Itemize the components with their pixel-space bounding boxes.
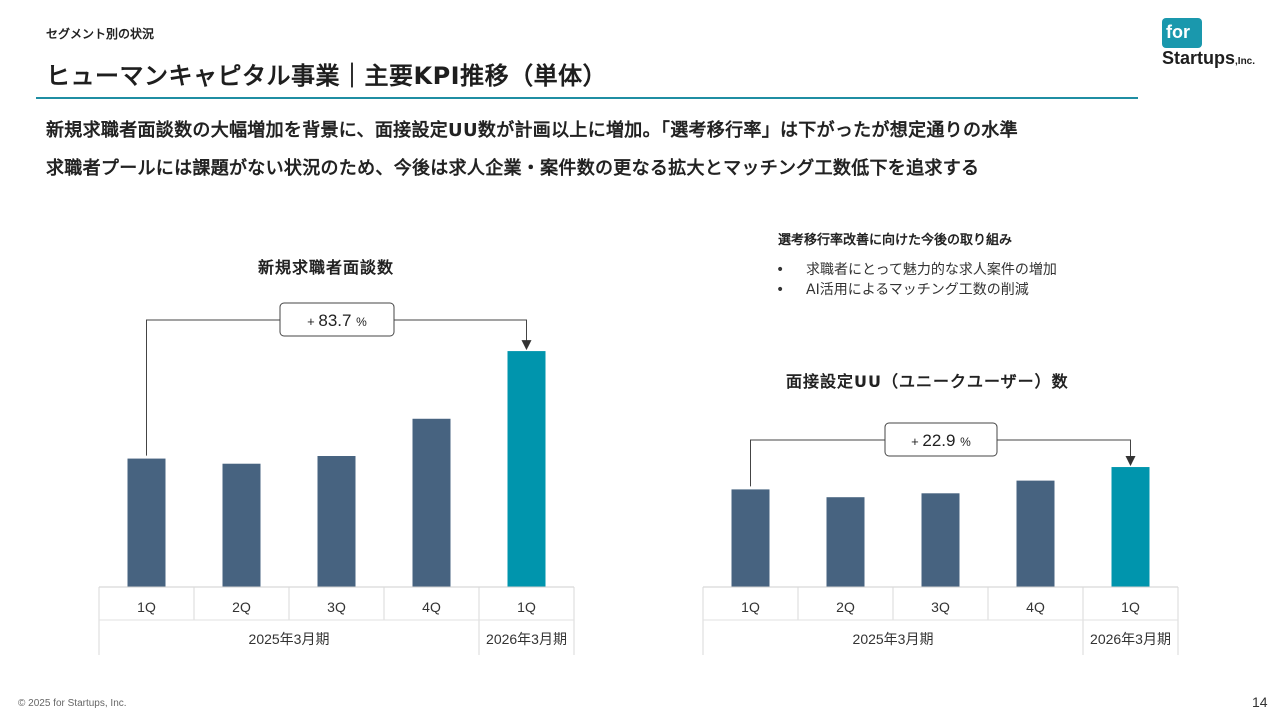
initiative-item: • 求職者にとって魅力的な求人案件の増加 bbox=[776, 260, 1057, 280]
bar bbox=[412, 418, 451, 587]
logo-inc-text: ,Inc. bbox=[1235, 56, 1256, 67]
initiative-text: 求職者にとって魅力的な求人案件の増加 bbox=[806, 262, 1057, 278]
initiative-text: AI活用によるマッチング工数の削減 bbox=[806, 282, 1029, 298]
company-logo: for Startups,Inc. bbox=[1162, 18, 1272, 76]
bar bbox=[507, 351, 546, 587]
bullet-icon: • bbox=[776, 282, 785, 298]
headline-line-2: 求職者プールには課題がない状況のため、今後は求人企業・案件数の更なる拡大とマッチ… bbox=[46, 158, 980, 179]
chart-interview-setup-uu: 1Q 2Q 3Q 4Q 1Q 2025年3月期 2026年3月期 + 22.9 % bbox=[702, 422, 1179, 655]
bar bbox=[731, 489, 770, 587]
bullet-icon: • bbox=[776, 262, 785, 278]
bar bbox=[826, 497, 865, 587]
bar bbox=[127, 458, 166, 587]
period-group-label: 2026年3月期 bbox=[1090, 631, 1171, 647]
growth-badge bbox=[279, 302, 395, 337]
growth-bracket-left bbox=[750, 439, 885, 487]
chart-2-title: 面接設定UU（ユニークユーザー）数 bbox=[786, 372, 1069, 391]
growth-badge bbox=[884, 422, 998, 457]
growth-bracket-arrow bbox=[997, 439, 1136, 467]
headline-line-1: 新規求職者面談数の大幅増加を背景に、面接設定UU数が計画以上に増加。「選考移行率… bbox=[46, 120, 1018, 141]
initiatives-heading: 選考移行率改善に向けた今後の取り組み bbox=[778, 233, 1013, 248]
category-tick-label: 1Q bbox=[137, 599, 156, 615]
growth-label: + 22.9 % bbox=[911, 431, 971, 450]
category-tick-label: 2Q bbox=[232, 599, 251, 615]
title-divider bbox=[36, 97, 1138, 99]
bar bbox=[317, 456, 356, 587]
growth-bracket-left bbox=[146, 319, 280, 456]
category-tick-label: 4Q bbox=[1026, 599, 1045, 615]
growth-label: + 83.7 % bbox=[307, 311, 367, 330]
bar bbox=[1111, 467, 1150, 587]
logo-wordmark: Startups,Inc. bbox=[1162, 48, 1255, 69]
section-label: セグメント別の状況 bbox=[46, 27, 155, 41]
logo-mark: for bbox=[1162, 18, 1202, 48]
category-tick-label: 2Q bbox=[836, 599, 855, 615]
page-title: ヒューマンキャピタル事業｜主要KPI推移（単体） bbox=[46, 62, 608, 90]
category-tick-label: 1Q bbox=[1121, 599, 1140, 615]
chart-new-candidate-interviews: 1Q 2Q 3Q 4Q 1Q 2025年3月期 2026年3月期 + 83.7 % bbox=[98, 302, 575, 655]
copyright: © 2025 for Startups, Inc. bbox=[18, 698, 127, 709]
bar bbox=[921, 493, 960, 587]
category-tick-label: 1Q bbox=[741, 599, 760, 615]
period-group-label: 2025年3月期 bbox=[853, 631, 934, 647]
period-group-label: 2026年3月期 bbox=[486, 631, 567, 647]
logo-for-text: for bbox=[1166, 22, 1190, 42]
category-tick-label: 1Q bbox=[517, 599, 536, 615]
chart-1-title: 新規求職者面談数 bbox=[258, 258, 395, 277]
page-number: 14 bbox=[1252, 694, 1268, 710]
category-tick-label: 3Q bbox=[327, 599, 346, 615]
growth-bracket-arrow bbox=[394, 319, 532, 351]
logo-startups-text: Startups bbox=[1162, 48, 1236, 68]
bar bbox=[1016, 480, 1055, 587]
category-tick-label: 4Q bbox=[422, 599, 441, 615]
initiative-item: • AI活用によるマッチング工数の削減 bbox=[776, 280, 1057, 300]
period-group-label: 2025年3月期 bbox=[249, 631, 330, 647]
category-tick-label: 3Q bbox=[931, 599, 950, 615]
initiatives-list: • 求職者にとって魅力的な求人案件の増加 • AI活用によるマッチング工数の削減 bbox=[776, 260, 1057, 300]
bar bbox=[222, 463, 261, 587]
